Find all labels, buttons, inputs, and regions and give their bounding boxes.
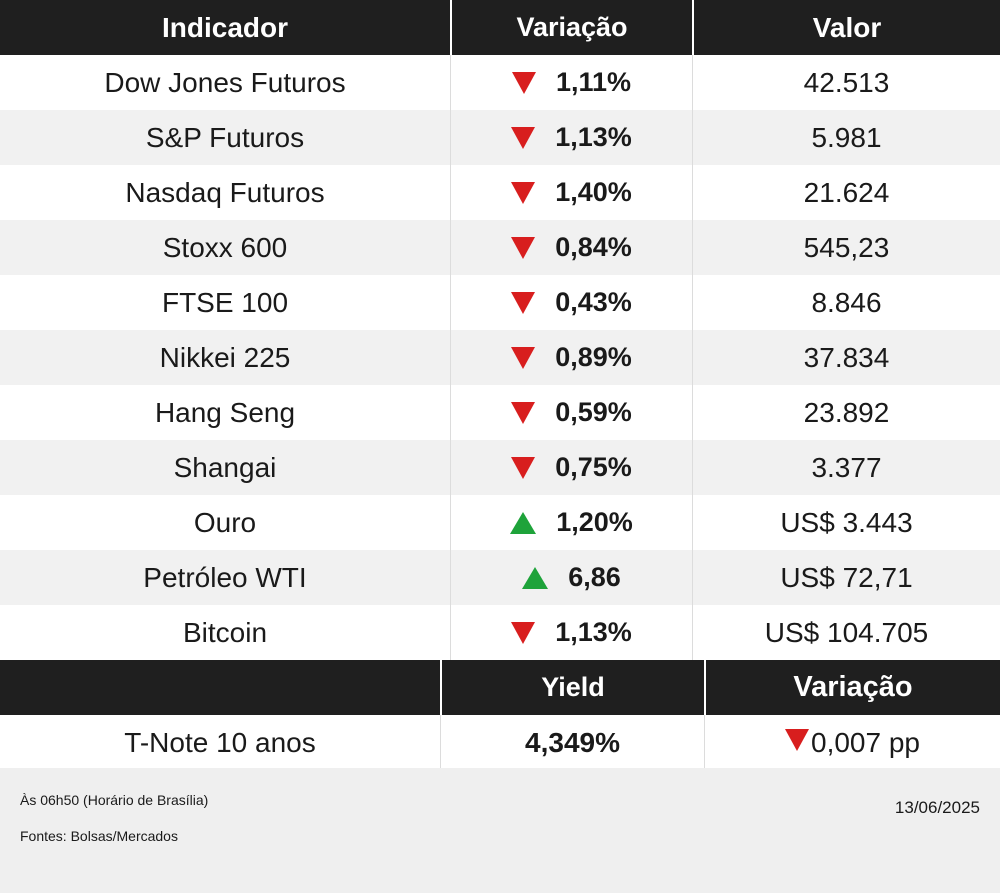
indicator-name: Nikkei 225 [159, 341, 291, 373]
indicator-value: 5.981 [692, 110, 1000, 165]
triangle-up-icon [510, 511, 537, 534]
change-cell: 1,40% [450, 165, 692, 220]
change-cell: 0,75% [450, 440, 692, 495]
indicator-name: S&P Futuros [145, 121, 305, 153]
triangle-down-icon [511, 456, 536, 479]
change-cell: 1,11% [450, 55, 692, 110]
table-row: Hang Seng 0,59% 23.892 [0, 385, 1000, 440]
triangle-down-icon [511, 291, 536, 314]
table-row: Nasdaq Futuros 1,40% 21.624 [0, 165, 1000, 220]
triangle-down-icon [511, 621, 536, 644]
change-value: 1,13% [555, 122, 632, 152]
table-row: Shangai 0,75% 3.377 [0, 440, 1000, 495]
market-table: Indicador Variação Valor Dow Jones Futur… [0, 0, 1000, 770]
indicator-name: FTSE 100 [161, 286, 289, 318]
indicator-value: 42.513 [692, 55, 1000, 110]
table-row: Stoxx 600 0,84% 545,23 [0, 220, 1000, 275]
change-value: 0,43% [555, 287, 632, 317]
header-indicador: Indicador [161, 11, 288, 43]
tnote-change: 0,007 pp [811, 726, 920, 758]
indicator-value: 545,23 [692, 220, 1000, 275]
change-value: 1,13% [555, 617, 632, 647]
indicator-name: Stoxx 600 [162, 231, 288, 263]
yield-header: Yield Variação [0, 660, 1000, 715]
change-cell: 1,20% [450, 495, 692, 550]
triangle-up-icon [522, 566, 549, 589]
indicator-value: US$ 72,71 [692, 550, 1000, 605]
table-header: Indicador Variação Valor [0, 0, 1000, 55]
change-value: 0,75% [555, 452, 632, 482]
tnote-change-cell: 0,007 pp [704, 715, 1000, 770]
time-note: Às 06h50 (Horário de Brasília) [20, 792, 209, 808]
change-cell: 6,86 [450, 550, 692, 605]
indicator-value: 37.834 [692, 330, 1000, 385]
indicator-name: Ouro [193, 506, 257, 538]
indicator-value: US$ 3.443 [692, 495, 1000, 550]
header-variacao-2: Variação [704, 660, 1000, 715]
change-value: 1,40% [555, 177, 632, 207]
header-yield: Yield [440, 660, 704, 715]
triangle-down-icon [511, 346, 536, 369]
tnote-row: T-Note 10 anos 4,349% 0,007 pp [0, 715, 1000, 770]
change-value: 6,86 [568, 562, 621, 592]
yield-header-blank [0, 660, 440, 715]
indicator-name: Shangai [173, 451, 277, 483]
table-row: Petróleo WTI 6,86 US$ 72,71 [0, 550, 1000, 605]
triangle-down-icon [511, 71, 536, 94]
change-value: 0,84% [555, 232, 632, 262]
indicator-value: 8.846 [692, 275, 1000, 330]
change-cell: 0,84% [450, 220, 692, 275]
indicator-value: US$ 104.705 [692, 605, 1000, 660]
triangle-down-icon [511, 181, 536, 204]
change-cell: 0,59% [450, 385, 692, 440]
triangle-down-icon [511, 126, 536, 149]
change-cell: 1,13% [450, 605, 692, 660]
table-row: S&P Futuros 1,13% 5.981 [0, 110, 1000, 165]
table-row: Nikkei 225 0,89% 37.834 [0, 330, 1000, 385]
table-row: Dow Jones Futuros 1,11% 42.513 [0, 55, 1000, 110]
indicator-name: Petróleo WTI [143, 561, 307, 593]
indicator-value: 23.892 [692, 385, 1000, 440]
indicator-name: Bitcoin [182, 616, 268, 648]
change-value: 0,59% [555, 397, 632, 427]
change-value: 1,20% [556, 507, 633, 537]
sources-note: Fontes: Bolsas/Mercados [20, 828, 178, 844]
header-valor: Valor [692, 0, 1000, 55]
date-label: 13/06/2025 [894, 798, 980, 817]
change-cell: 0,89% [450, 330, 692, 385]
table-row: Ouro 1,20% US$ 3.443 [0, 495, 1000, 550]
indicator-name: Hang Seng [154, 396, 296, 428]
table-body: Dow Jones Futuros 1,11% 42.513 S&P Futuros 1… [0, 55, 1000, 660]
header-variacao: Variação [450, 0, 692, 55]
indicator-value: 3.377 [692, 440, 1000, 495]
indicator-name: Dow Jones Futuros [104, 66, 346, 98]
change-value: 1,11% [555, 67, 632, 97]
table-row: Bitcoin 1,13% US$ 104.705 [0, 605, 1000, 660]
indicator-value: 21.624 [692, 165, 1000, 220]
change-value: 0,89% [555, 342, 632, 372]
indicator-name: Nasdaq Futuros [125, 176, 325, 208]
triangle-down-icon [511, 236, 536, 259]
table-row: FTSE 100 0,43% 8.846 [0, 275, 1000, 330]
tnote-yield: 4,349% [440, 715, 704, 770]
triangle-down-icon [511, 401, 536, 424]
tnote-name: T-Note 10 anos [124, 726, 316, 758]
footer: Às 06h50 (Horário de Brasília) Fontes: B… [0, 768, 1000, 893]
change-cell: 1,13% [450, 110, 692, 165]
change-cell: 0,43% [450, 275, 692, 330]
triangle-down-icon [785, 728, 809, 751]
